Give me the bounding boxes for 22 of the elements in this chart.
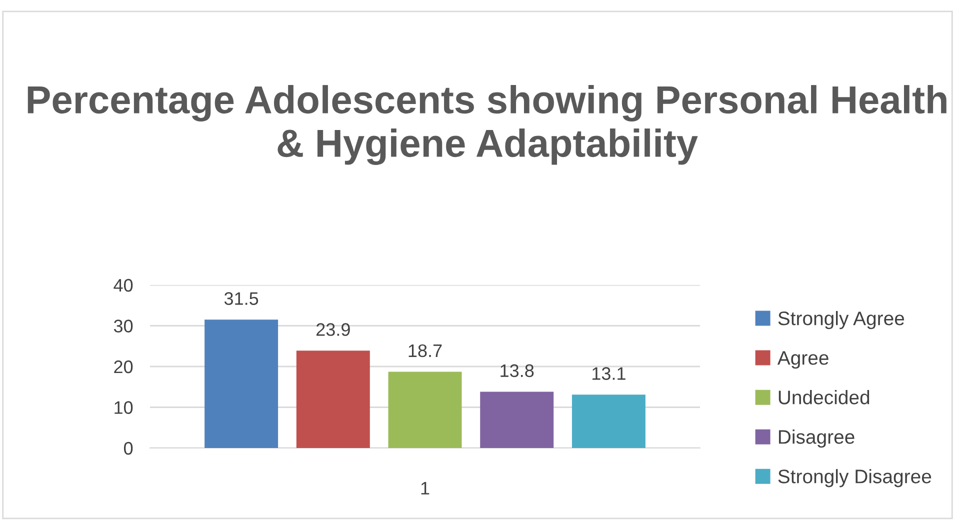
- y-tick-label: 10: [114, 401, 133, 414]
- data-label: 23.9: [316, 323, 350, 336]
- data-label: 31.5: [224, 292, 258, 305]
- x-tick-label: 1: [421, 482, 430, 494]
- y-tick-label: 40: [114, 278, 133, 292]
- y-tick-label: 30: [114, 320, 133, 332]
- data-label: 18.7: [408, 344, 442, 358]
- legend-label: Strongly Disagree: [778, 469, 932, 488]
- legend-label: Agree: [777, 351, 828, 369]
- bar: [388, 372, 462, 448]
- bar: [204, 320, 278, 448]
- data-label: 13.1: [592, 367, 626, 380]
- data-label: 13.8: [500, 364, 534, 378]
- bar: [480, 392, 554, 448]
- legend-label: Disagree: [778, 430, 854, 448]
- bar: [296, 350, 370, 448]
- legend-label: Strongly Agree: [778, 311, 904, 330]
- y-tick-label: 20: [114, 360, 133, 374]
- chart-title: Percentage Adolescents showing Personal Health & Hygiene Adaptability: [28, 85, 946, 165]
- bar: [572, 394, 646, 448]
- y-tick-label: 0: [124, 442, 133, 455]
- legend-label: Undecided: [778, 390, 870, 404]
